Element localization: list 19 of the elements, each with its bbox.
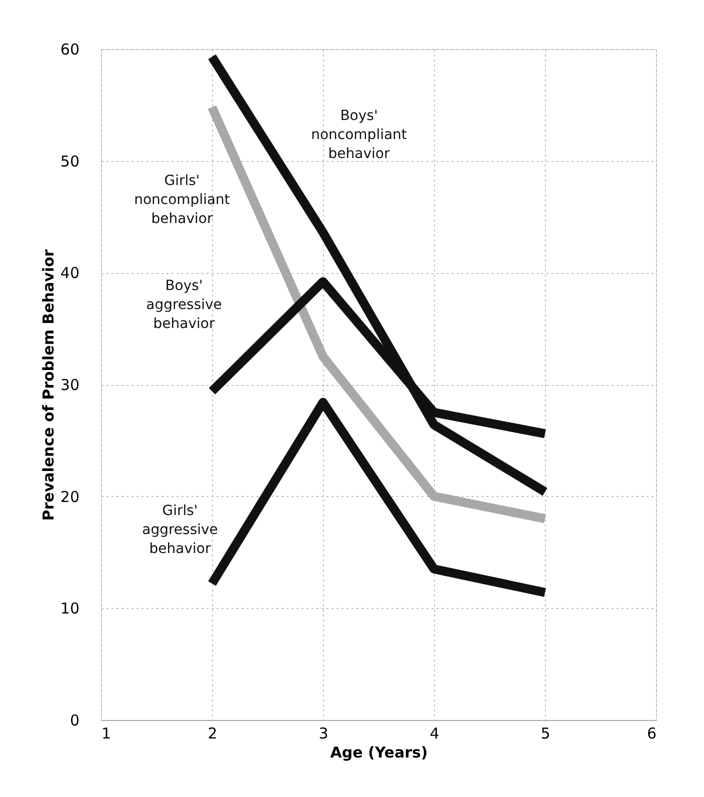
y-axis-title: Prevalence of Problem Behavior (39, 248, 58, 521)
series-label: Girls' noncompliant behavior (134, 173, 230, 227)
y-tick-label: 60 (60, 40, 80, 58)
y-tick-label: 10 (60, 600, 80, 618)
y-tick-label: 50 (60, 152, 80, 170)
x-tick-label: 3 (318, 724, 328, 742)
series-label: Girls' aggressive behavior (142, 503, 218, 557)
y-tick-label: 40 (60, 264, 80, 282)
x-tick-label: 2 (208, 724, 218, 742)
x-tick-label: 5 (540, 724, 550, 742)
text: Boys' aggressive behavior (146, 278, 222, 332)
y-tick-label: 30 (60, 376, 80, 394)
y-tick-label: 0 (70, 712, 80, 730)
x-tick-label: 1 (102, 724, 112, 742)
x-axis-title: Age (Years) (330, 744, 428, 762)
x-tick-label: 6 (646, 724, 656, 742)
series-label: Boys' noncompliant behavior (311, 108, 408, 162)
x-tick-label: 4 (430, 724, 440, 742)
y-tick-label: 20 (60, 488, 80, 506)
